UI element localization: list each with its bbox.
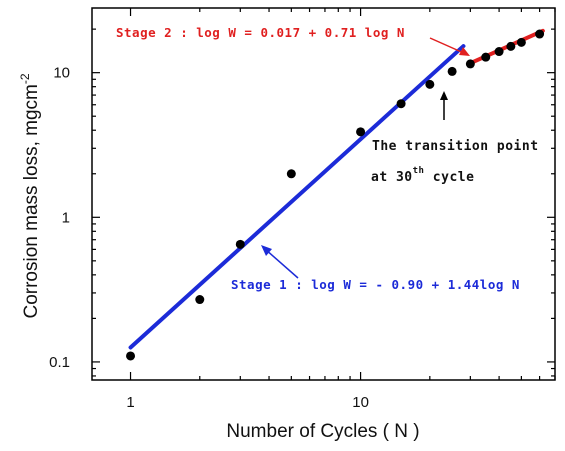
transition-annotation-sup: th	[413, 166, 425, 176]
data-point	[126, 351, 136, 361]
stage2-arrow-head	[459, 47, 470, 56]
transition-annotation-pre: at 30	[371, 170, 413, 185]
y-axis-title: Corrosion mass loss, mgcm-2	[18, 73, 42, 318]
transition-arrow-head	[440, 91, 448, 100]
y-axis-title-superscript: -2	[18, 73, 32, 84]
transition-annotation-post: cycle	[424, 170, 474, 185]
data-point	[494, 47, 504, 57]
data-point	[481, 52, 491, 62]
data-point	[506, 41, 516, 51]
data-point	[447, 66, 457, 76]
tick-marks	[92, 8, 556, 380]
data-points	[126, 29, 545, 361]
data-point	[465, 59, 475, 69]
transition-annotation-line2: at 30th cycle	[371, 166, 474, 185]
stage1-arrow-shaft	[264, 248, 299, 279]
y-tick-label: 1	[62, 209, 70, 226]
x-tick-label: 10	[352, 394, 369, 411]
data-point	[535, 29, 545, 39]
stage1-arrow-head	[261, 245, 272, 256]
stage2-annotation: Stage 2 : log W = 0.017 + 0.71 log N	[116, 25, 405, 40]
tick-labels: 1 10 0.1 1 10	[49, 65, 369, 411]
stage2-arrow-shaft	[429, 37, 467, 55]
y-axis-title-main: Corrosion mass loss, mgcm	[21, 84, 42, 318]
y-tick-label: 0.1	[49, 354, 70, 371]
stage1-fit-line	[128, 44, 466, 350]
data-point	[235, 239, 245, 249]
data-point	[286, 169, 296, 179]
y-tick-label: 10	[53, 65, 70, 82]
data-point	[396, 99, 406, 109]
data-point	[425, 79, 435, 89]
fit-lines	[128, 28, 545, 350]
data-point	[356, 127, 366, 137]
x-axis-title: Number of Cycles ( N )	[226, 421, 419, 442]
data-point	[516, 37, 526, 47]
x-tick-label: 1	[126, 394, 134, 411]
plot-frame	[91, 7, 556, 381]
stage1-annotation: Stage 1 : log W = - 0.90 + 1.44log N	[231, 277, 520, 292]
transition-annotation-line1: The transition point	[372, 139, 539, 154]
data-point	[195, 295, 205, 305]
